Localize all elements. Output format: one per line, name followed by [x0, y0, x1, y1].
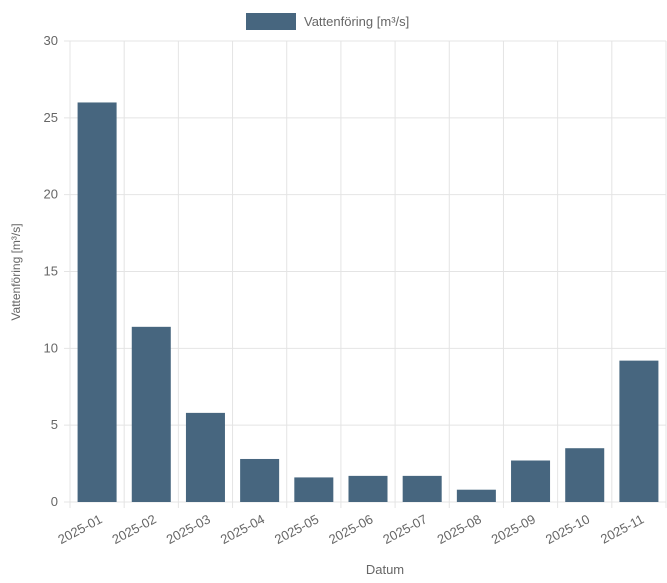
- legend-swatch[interactable]: [246, 13, 296, 30]
- x-tick-label: 2025-03: [164, 511, 213, 547]
- x-tick-label: 2025-04: [218, 511, 267, 547]
- y-tick-label: 0: [51, 494, 58, 509]
- bar-2025-02[interactable]: [131, 326, 171, 502]
- y-tick-label: 5: [51, 417, 58, 432]
- x-tick-label: 2025-08: [435, 511, 484, 547]
- bar-2025-05[interactable]: [294, 477, 334, 502]
- grid: [64, 40, 667, 508]
- bar-2025-10[interactable]: [565, 448, 605, 502]
- y-tick-label: 30: [44, 33, 58, 48]
- x-tick-label: 2025-10: [543, 511, 592, 547]
- y-axis-title: Vattenföring [m³/s]: [9, 223, 23, 320]
- bar-2025-08[interactable]: [456, 489, 496, 502]
- y-tick-label: 20: [44, 187, 58, 202]
- bar-2025-09[interactable]: [511, 460, 551, 502]
- y-tick-label: 10: [44, 340, 58, 355]
- bar-2025-04[interactable]: [240, 458, 280, 502]
- y-axis-ticks: 0 5 10 15 20 25 30: [44, 33, 58, 509]
- y-tick-label: 25: [44, 110, 58, 125]
- x-axis-ticks: 2025-01 2025-02 2025-03 2025-04 2025-05 2025-…: [55, 511, 646, 547]
- bars: [77, 102, 659, 502]
- x-tick-label: 2025-06: [326, 511, 375, 547]
- x-tick-label: 2025-07: [380, 511, 429, 547]
- x-tick-label: 2025-11: [598, 511, 646, 546]
- x-axis-title: Datum: [366, 562, 404, 577]
- x-tick-label: 2025-01: [55, 511, 104, 547]
- bar-2025-11[interactable]: [619, 360, 659, 502]
- bar-2025-07[interactable]: [402, 475, 442, 502]
- x-tick-label: 2025-02: [110, 511, 159, 547]
- y-tick-label: 15: [44, 264, 58, 279]
- legend-label[interactable]: Vattenföring [m³/s]: [304, 14, 409, 29]
- legend[interactable]: Vattenföring [m³/s]: [246, 13, 409, 30]
- x-tick-label: 2025-05: [272, 511, 321, 547]
- bar-2025-01[interactable]: [77, 102, 117, 502]
- x-tick-label: 2025-09: [489, 511, 538, 547]
- bar-2025-06[interactable]: [348, 475, 388, 502]
- bar-2025-03[interactable]: [185, 412, 225, 502]
